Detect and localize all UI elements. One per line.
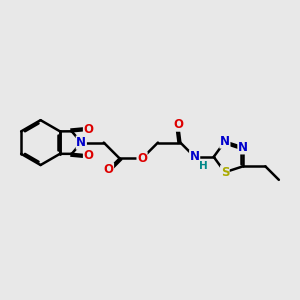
Text: H: H — [199, 161, 208, 171]
Text: O: O — [103, 163, 113, 176]
Text: S: S — [220, 166, 229, 179]
Text: O: O — [137, 152, 147, 165]
Text: N: N — [190, 150, 200, 164]
Text: N: N — [238, 141, 248, 154]
Text: O: O — [173, 118, 183, 131]
Text: O: O — [83, 123, 94, 136]
Text: O: O — [83, 149, 94, 162]
Text: N: N — [220, 135, 230, 148]
Text: N: N — [76, 136, 86, 149]
